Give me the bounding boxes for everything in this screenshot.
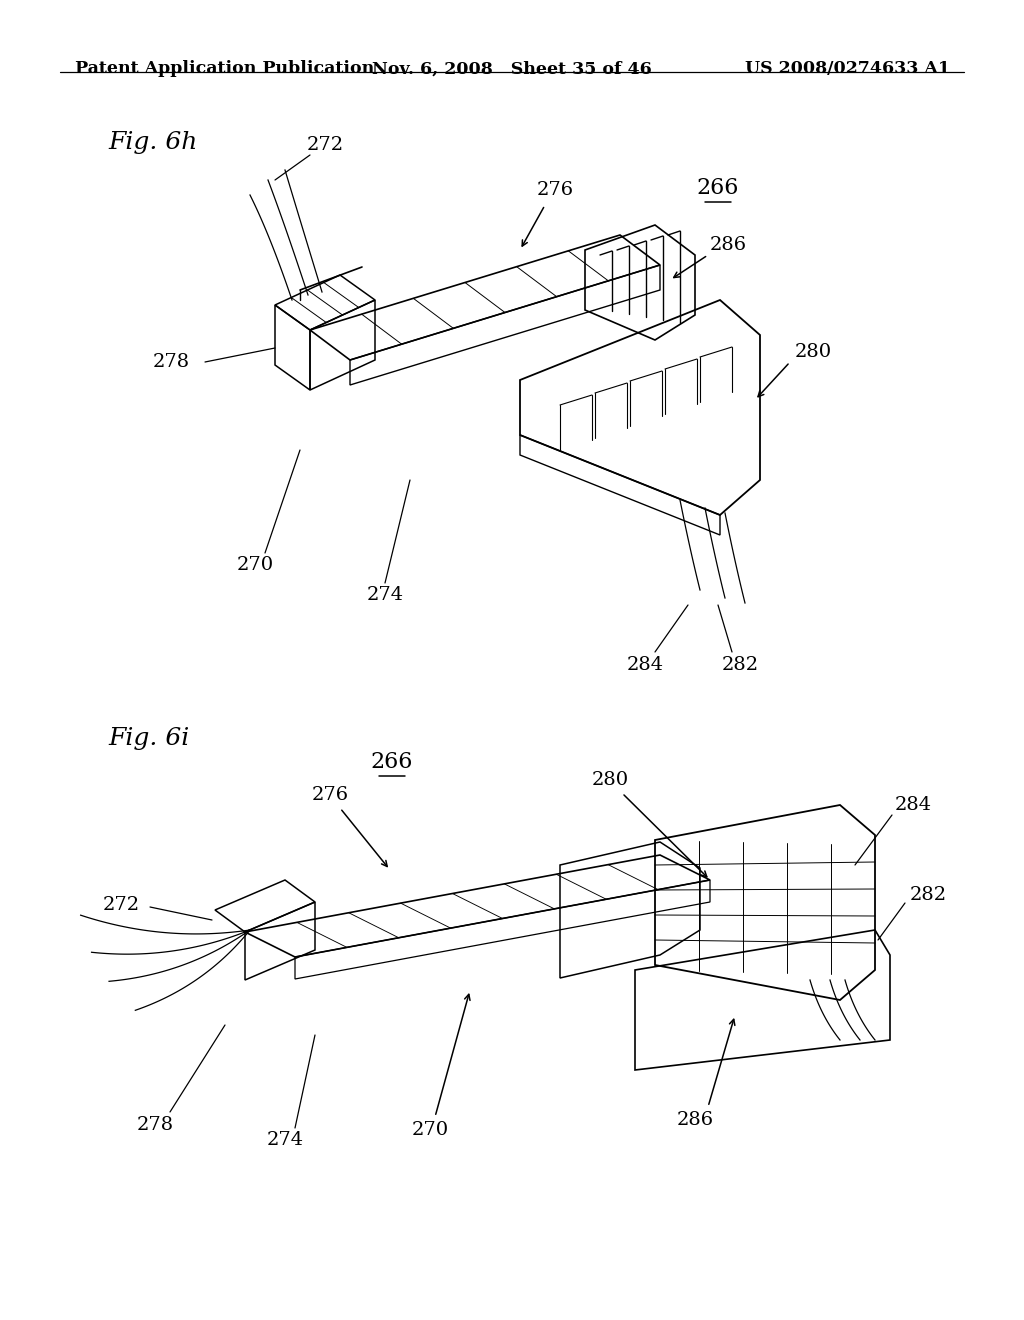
Text: 286: 286	[677, 1111, 714, 1129]
Text: US 2008/0274633 A1: US 2008/0274633 A1	[745, 61, 950, 77]
Text: 266: 266	[696, 177, 739, 199]
Text: 284: 284	[627, 656, 664, 675]
Text: 280: 280	[795, 343, 833, 360]
Text: 282: 282	[722, 656, 759, 675]
Text: 278: 278	[153, 352, 190, 371]
Text: Fig. 6i: Fig. 6i	[108, 726, 189, 750]
Text: 272: 272	[306, 136, 344, 154]
Text: 274: 274	[367, 586, 403, 605]
Text: 280: 280	[592, 771, 629, 789]
Text: 270: 270	[237, 556, 273, 574]
Text: 278: 278	[136, 1115, 173, 1134]
Text: 286: 286	[710, 236, 748, 253]
Text: 276: 276	[537, 181, 573, 199]
Text: Fig. 6h: Fig. 6h	[108, 132, 198, 154]
Text: 274: 274	[266, 1131, 303, 1148]
Text: 266: 266	[371, 751, 414, 774]
Text: Nov. 6, 2008   Sheet 35 of 46: Nov. 6, 2008 Sheet 35 of 46	[372, 61, 652, 77]
Text: 272: 272	[102, 896, 140, 913]
Text: 270: 270	[412, 1121, 449, 1139]
Text: Patent Application Publication: Patent Application Publication	[75, 61, 374, 77]
Text: 282: 282	[910, 886, 947, 904]
Text: 276: 276	[311, 785, 348, 804]
Text: 284: 284	[895, 796, 932, 814]
